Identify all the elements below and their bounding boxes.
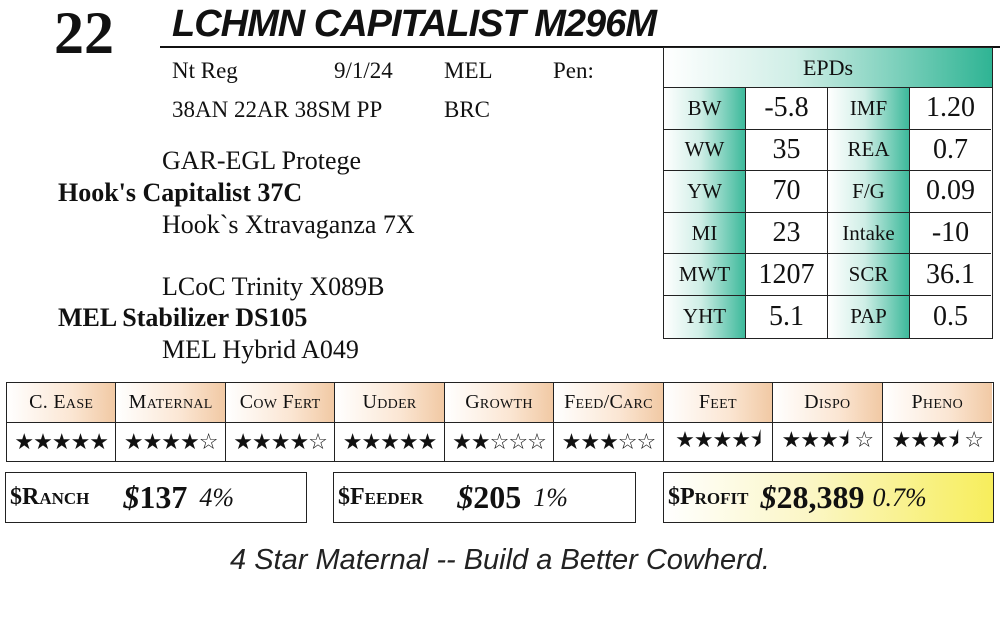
epd-label: REA — [828, 129, 910, 172]
feeder-currency: $ — [457, 479, 474, 515]
rating-header: Cow Fert — [225, 383, 336, 423]
profit-currency: $ — [760, 479, 777, 515]
rating-stars: ★★★★☆ — [226, 423, 336, 461]
feeder-index-box: $Feeder $205 1% — [333, 472, 636, 523]
feeder-amount-value: 205 — [473, 479, 522, 515]
epd-label: MWT — [664, 254, 746, 296]
sire: Hook's Capitalist 37C — [58, 178, 303, 207]
sire-dam: Hook`s Xtravaganza 7X — [162, 210, 415, 239]
epd-value: 70 — [746, 171, 828, 213]
rating-header: Pheno — [882, 383, 992, 423]
animal-name: LCHMN CAPITALIST M296M — [172, 3, 657, 45]
epd-label: YW — [664, 171, 746, 213]
epd-value: 36.1 — [910, 254, 991, 296]
dam-sire: LCoC Trinity X089B — [162, 272, 385, 301]
epd-label: SCR — [828, 254, 910, 296]
slogan: 4 Star Maternal -- Build a Better Cowher… — [230, 544, 770, 576]
rating-header: Dispo — [773, 383, 883, 423]
rating-stars: ★★★★★ — [7, 423, 117, 461]
header-rule — [160, 46, 1000, 48]
epd-value: 0.09 — [910, 171, 991, 213]
rating-header: Feet — [663, 383, 774, 423]
profit-index-box: $Profit $28,389 0.7% — [663, 472, 994, 523]
ranch-percent: 4% — [199, 482, 235, 512]
breeder-code: MEL — [444, 58, 493, 83]
profit-percent: 0.7% — [872, 482, 927, 512]
rating-stars: ★★★⯨ ☆ — [773, 423, 883, 461]
feeder-label: $Feeder — [338, 484, 424, 510]
epd-label: MI — [664, 212, 746, 255]
rating-header: Maternal — [116, 383, 226, 423]
epd-label: F/G — [828, 171, 910, 213]
feeder-amount: $205 — [457, 479, 521, 516]
lot-number: 22 — [54, 0, 114, 66]
profit-label: $Profit — [668, 484, 749, 510]
epd-value: 0.5 — [910, 296, 991, 338]
dam-dam: MEL Hybrid A049 — [162, 335, 359, 364]
rating-stars: ★★★★⯨ — [664, 423, 774, 461]
epd-value: 0.7 — [910, 129, 991, 172]
rating-stars: ★★☆☆☆ — [445, 423, 555, 461]
epd-label: Intake — [828, 212, 910, 255]
epd-label: YHT — [664, 296, 746, 338]
epd-label: IMF — [828, 88, 910, 130]
rating-stars: ★★★★★ — [335, 423, 445, 461]
ranch-amount: $137 — [123, 479, 187, 516]
epd-value: -5.8 — [746, 88, 828, 130]
ranch-amount-value: 137 — [139, 479, 188, 515]
registration: Nt Reg — [172, 58, 238, 83]
feeder-percent: 1% — [533, 482, 568, 512]
profit-amount-value: 28,389 — [776, 479, 865, 515]
rating-stars: ★★★☆☆ — [554, 423, 664, 461]
genetics: 38AN 22AR 38SM PP — [172, 97, 383, 122]
epd-value: 1207 — [746, 254, 828, 296]
pen-label: Pen: — [553, 58, 594, 83]
dam: MEL Stabilizer DS105 — [58, 303, 308, 332]
rating-header: C. Ease — [7, 383, 117, 423]
ranch-index-box: $Ranch $137 4% — [5, 472, 307, 523]
profit-amount: $28,389 — [761, 479, 865, 516]
epd-table: EPDs BW -5.8 IMF 1.20 WW 35 REA 0.7 YW 70 F/G 0.09 M… — [663, 47, 993, 339]
sire-sire: GAR-EGL Protege — [162, 146, 362, 175]
epd-value: 23 — [746, 212, 828, 255]
epd-value: 35 — [746, 129, 828, 172]
rating-stars: ★★★★☆ — [116, 423, 226, 461]
epd-label: BW — [664, 88, 746, 130]
rating-stars: ★★★⯨ ☆ — [891, 428, 984, 453]
ranch-label: $Ranch — [10, 484, 90, 510]
rating-header: Growth — [444, 383, 555, 423]
epd-value: -10 — [910, 212, 991, 255]
rating-header: Udder — [335, 383, 445, 423]
epd-value: 1.20 — [910, 88, 991, 130]
epd-title: EPDs — [664, 48, 992, 88]
ranch-currency: $ — [123, 479, 140, 515]
epd-value: 5.1 — [746, 296, 828, 338]
ratings-table: C. Ease ★★★★★ Maternal ★★★★☆ Cow Fert ★★★★☆ Ud… — [6, 382, 994, 462]
birth-date: 9/1/24 — [334, 58, 393, 83]
rating-header: Feed/Carc — [554, 383, 664, 423]
epd-label: WW — [664, 129, 746, 172]
epd-label: PAP — [828, 296, 910, 338]
status-code: BRC — [444, 97, 491, 122]
